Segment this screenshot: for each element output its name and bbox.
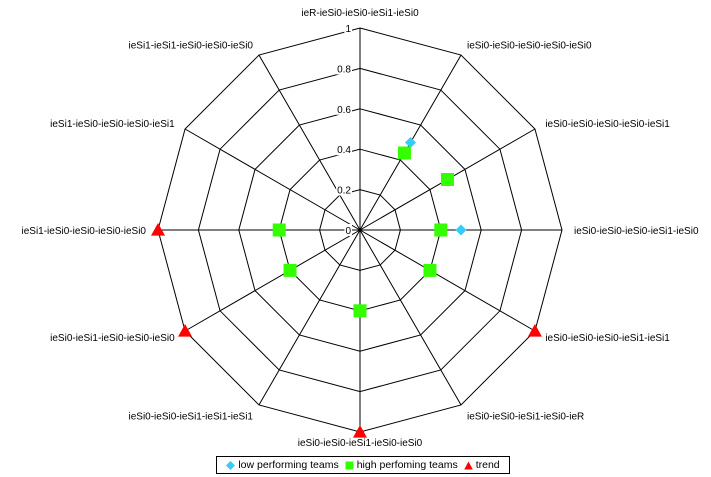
category-labels: ieR-ieSi0-ieSi0-ieSi1-ieSi0 ieSi0-ieSi0-i… [21, 8, 698, 449]
data-series [151, 137, 542, 438]
radial-tick-labels: 0 0.2 0.4 0.6 0.8 1 [336, 22, 352, 237]
category-label-4: ieSi0-ieSi0-ieSi0-ieSi1-ieSi1 [545, 333, 670, 344]
spoke-8 [184, 229, 361, 332]
radar-spokes [158, 28, 562, 432]
tick-label-3: 0.6 [337, 105, 351, 116]
radar-chart: 0 0.2 0.4 0.6 0.8 1 ieR-ieSi0-ieSi0-ieSi1-ieS… [21, 8, 698, 449]
data-point [405, 137, 416, 149]
series-2 [151, 223, 542, 438]
series-0 [405, 137, 467, 236]
legend-label: trend [475, 459, 500, 471]
data-point [151, 223, 165, 236]
data-point [272, 223, 286, 237]
category-label-0: ieR-ieSi0-ieSi0-ieSi1-ieSi0 [301, 8, 419, 19]
spoke-11 [258, 54, 361, 231]
category-label-5: ieSi0-ieSi0-ieSi1-ieSi0-ieR [467, 411, 584, 422]
tick-label-4: 0.8 [337, 64, 351, 75]
data-point [353, 304, 367, 318]
data-point [178, 324, 193, 337]
legend-marker-diamond [226, 460, 236, 470]
category-label-10: ieSi1-ieSi0-ieSi0-ieSi0-ieSi1 [50, 119, 175, 130]
data-point [527, 324, 542, 337]
data-point [353, 425, 367, 438]
category-label-8: ieSi0-ieSi1-ieSi0-ieSi0-ieSi0 [50, 333, 175, 344]
legend-marker-triangle [463, 461, 473, 469]
tick-label-2: 0.4 [337, 145, 351, 156]
spoke-7 [258, 229, 361, 406]
data-point [283, 263, 297, 277]
data-point [423, 263, 437, 277]
spoke-5 [359, 229, 462, 406]
tick-label-1: 0.2 [337, 186, 351, 197]
data-point [455, 224, 467, 236]
data-point [440, 173, 454, 186]
legend-label: low performing teams [238, 459, 339, 471]
category-label-7: ieSi0-ieSi0-ieSi1-ieSi1-ieSi1 [128, 411, 253, 422]
spoke-4 [359, 229, 536, 332]
category-label-11: ieSi1-ieSi1-ieSi0-ieSi0-ieSi0 [128, 41, 253, 52]
category-label-9: ieSi1-ieSi0-ieSi0-ieSi0-ieSi0 [21, 226, 146, 237]
series-1 [272, 146, 454, 318]
category-label-3: ieSi0-ieSi0-ieSi0-ieSi1-ieSi0 [574, 226, 699, 237]
spoke-10 [184, 128, 361, 231]
legend-label: high perfoming teams [356, 459, 458, 471]
category-label-2: ieSi0-ieSi0-ieSi0-ieSi0-ieSi1 [545, 119, 670, 130]
data-point [434, 223, 448, 237]
legend-item-2: trend [463, 459, 500, 471]
tick-label-0: 0 [345, 226, 351, 237]
legend: low performing teams high perfoming teams… [216, 456, 510, 474]
legend-marker-square [345, 461, 354, 469]
data-point [397, 146, 411, 160]
legend-item-1: high perfoming teams [345, 459, 458, 471]
category-label-6: ieSi0-ieSi0-ieSi1-ieSi0-ieSi0 [298, 438, 423, 449]
tick-label-5: 1 [345, 24, 351, 35]
category-label-1: ieSi0-ieSi0-ieSi0-ieSi0-ieSi0 [467, 41, 592, 52]
legend-item-0: low performing teams [226, 459, 339, 471]
